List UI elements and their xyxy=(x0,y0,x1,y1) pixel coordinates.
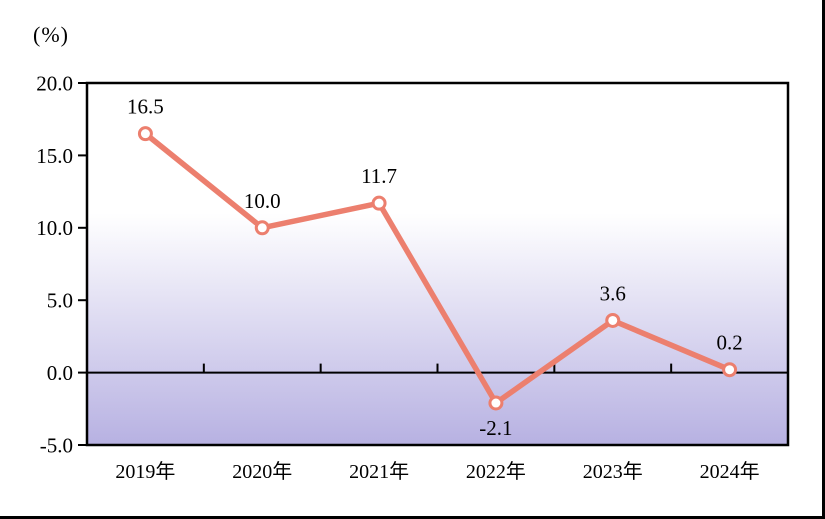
x-category-label: 2023年 xyxy=(583,460,643,483)
y-tick-label: 15.0 xyxy=(36,144,73,168)
y-tick-label: 5.0 xyxy=(47,289,73,313)
y-tick-label: -5.0 xyxy=(40,433,73,457)
y-tick-label: 0.0 xyxy=(47,361,73,385)
x-category-label: 2021年 xyxy=(349,460,409,483)
x-category-label: 2024年 xyxy=(700,460,760,483)
data-point-marker xyxy=(254,220,270,236)
y-tick-label: 10.0 xyxy=(36,216,73,240)
data-point-marker xyxy=(605,312,621,328)
data-point-label: 16.5 xyxy=(127,95,164,119)
data-point-label: 10.0 xyxy=(244,189,281,213)
y-axis-unit-label: (%) xyxy=(33,22,69,47)
x-category-label: 2020年 xyxy=(232,460,292,483)
y-tick-label: 20.0 xyxy=(36,71,73,95)
data-point-label: -2.1 xyxy=(479,416,512,440)
plot-area-background xyxy=(87,83,788,445)
x-category-label: 2022年 xyxy=(466,460,526,483)
plot-border xyxy=(85,81,790,447)
data-point-marker xyxy=(488,395,504,411)
data-point-label: 11.7 xyxy=(361,164,397,188)
data-point-label: 0.2 xyxy=(716,331,742,355)
data-point-marker xyxy=(371,195,387,211)
x-category-label: 2019年 xyxy=(115,460,175,483)
data-point-label: 3.6 xyxy=(600,281,626,305)
series-line xyxy=(142,130,733,407)
data-point-marker xyxy=(137,126,153,142)
data-point-marker xyxy=(722,362,738,378)
